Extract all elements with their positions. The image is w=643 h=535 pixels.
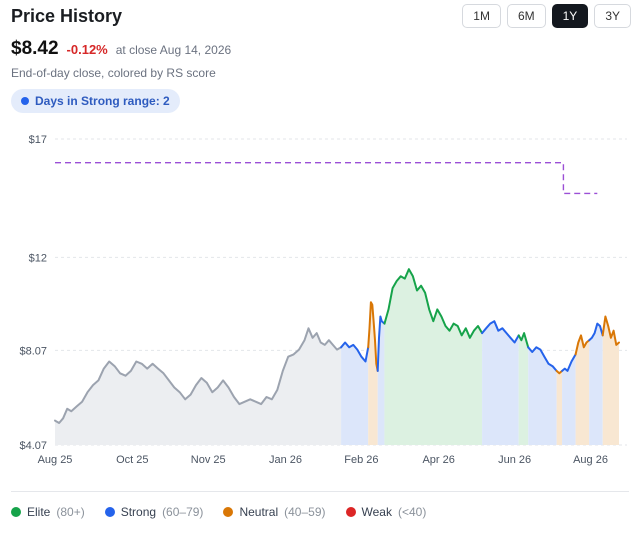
x-tick-label: Oct 25 [116, 454, 148, 466]
price-line-neutral [574, 334, 591, 356]
page-title: Price History [11, 6, 123, 26]
neutral-dot-icon [223, 507, 234, 517]
legend: Elite (80+) Strong (60–79) Neutral (40–5… [11, 505, 426, 519]
price-line-strong [376, 315, 386, 372]
chart-subtitle: End-of-day close, colored by RS score [11, 66, 216, 80]
legend-label: Weak [361, 505, 392, 519]
rating-band-elite [384, 269, 483, 445]
rating-band-neutral [368, 302, 378, 445]
rating-band-neutral [575, 335, 590, 445]
rating-band-neutral [602, 316, 619, 445]
strong-days-label: Days in Strong range: 2 [35, 94, 170, 108]
y-tick-label: $8.07 [19, 345, 47, 357]
elite-dot-icon [11, 507, 21, 517]
quote-row: $8.42 -0.12% at close Aug 14, 2026 [11, 38, 231, 60]
legend-divider [11, 491, 629, 492]
price-line-strong [527, 346, 558, 372]
rating-band-neutral [556, 370, 563, 445]
rating-band-strong [482, 321, 519, 445]
price-chart: $4.07 $8.07 $12 $17 Aug 25 Oct 25 Nov 25 Jan 26… [19, 134, 627, 466]
price-line-strong [481, 320, 520, 344]
price-line-neutral [367, 301, 379, 372]
as-of-date: at close Aug 14, 2026 [115, 43, 232, 57]
rating-band-elite [518, 333, 529, 445]
strong-dot-icon [104, 507, 115, 517]
price-line-elite [383, 268, 484, 339]
range-1m-button[interactable]: 1M [462, 4, 501, 28]
weak-dot-icon [345, 507, 356, 517]
price-line-strong [340, 341, 370, 363]
x-tick-label: Jan 26 [269, 454, 302, 466]
strong-dot-icon [21, 97, 29, 105]
price-line-unscored [54, 327, 343, 424]
legend-label: Strong [120, 505, 157, 519]
rating-band-strong [562, 354, 576, 445]
price-line-neutral [601, 315, 620, 346]
x-tick-label: Feb 26 [344, 454, 378, 466]
legend-item-neutral: Neutral (40–59) [223, 505, 326, 519]
x-tick-label: Apr 26 [422, 454, 454, 466]
range-1y-button[interactable]: 1Y [551, 4, 589, 28]
x-tick-label: Jun 26 [498, 454, 531, 466]
rating-band-strong [528, 347, 557, 445]
range-6m-button[interactable]: 6M [506, 4, 546, 28]
x-tick-label: Aug 26 [573, 454, 608, 466]
range-3y-button[interactable]: 3Y [594, 4, 631, 28]
rating-band-strong [341, 342, 369, 445]
y-tick-label: $4.07 [19, 440, 47, 452]
legend-item-elite: Elite (80+) [11, 505, 85, 519]
x-tick-label: Nov 25 [191, 454, 226, 466]
price-line-elite [517, 332, 530, 349]
rating-band-strong [589, 323, 603, 445]
price-line-strong [561, 353, 577, 372]
legend-item-weak: Weak (<40) [345, 505, 427, 519]
y-tick-label: $12 [29, 252, 47, 264]
legend-range: (<40) [397, 505, 427, 519]
legend-range: (40–59) [284, 505, 326, 519]
x-tick-label: Aug 25 [38, 454, 73, 466]
reference-line [55, 161, 598, 195]
legend-range: (80+) [56, 505, 85, 519]
legend-item-strong: Strong (60–79) [104, 505, 204, 519]
unscored-area [55, 328, 342, 445]
price-line-neutral [555, 369, 564, 375]
price-line-strong [588, 322, 604, 342]
current-price: $8.42 [11, 38, 59, 59]
legend-range: (60–79) [162, 505, 204, 519]
price-change: -0.12% [66, 42, 108, 57]
legend-label: Elite [27, 505, 51, 519]
legend-label: Neutral [239, 505, 279, 519]
range-selector: 1M 6M 1Y 3Y [462, 4, 631, 28]
y-tick-label: $17 [29, 134, 47, 146]
strong-days-badge: Days in Strong range: 2 [11, 89, 180, 113]
